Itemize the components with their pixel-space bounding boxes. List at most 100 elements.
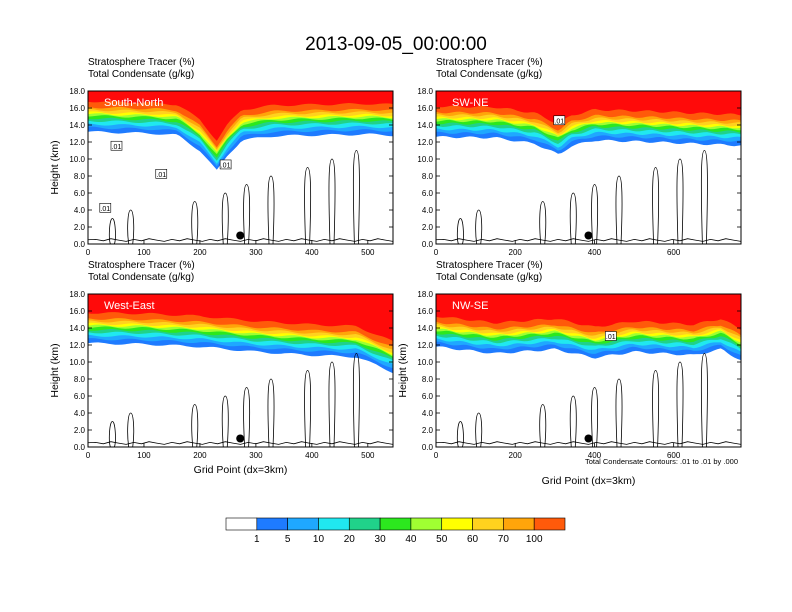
y-axis-label: Height (km) [49,140,61,194]
x-tick-label: 400 [588,451,602,460]
contour-label: .01 [221,162,231,169]
contour-label: .01 [156,172,166,179]
colorbar-label: 70 [498,534,510,545]
condensate-contour [243,387,251,447]
panel-subtitle-1: Stratosphere Tracer (%) [436,260,543,271]
y-tick-label: 18.0 [417,290,433,299]
y-tick-label: 16.0 [417,104,433,113]
contour-label-box [110,140,123,151]
x-axis-label: Grid Point (dx=3km) [542,475,636,487]
y-tick-label: 18.0 [69,290,85,299]
condensate-contour [539,201,547,244]
colorbar-label: 40 [405,534,417,545]
y-tick-label: 0.0 [422,240,434,249]
panel-title: SW-NE [452,97,488,109]
condensate-contour [127,412,135,447]
colorbar-swatch [348,517,381,531]
colorbar: 1 5 10 20 30 40 50 60 70 100 [225,517,566,545]
contour-label: .01 [112,144,122,151]
condensate-contour [304,167,312,244]
x-tick-label: 400 [305,248,319,257]
contour-label-box [604,331,617,341]
y-tick-label: 4.0 [74,409,86,418]
condensate-contour [456,421,464,447]
condensate-contour [591,184,599,244]
colorbar-swatch [379,517,412,531]
condensate-contour [615,378,623,447]
y-tick-label: 16.0 [69,104,85,113]
condensate-contour [700,353,708,447]
x-axis-label: Grid Point (dx=3km) [194,464,288,476]
colorbar-swatch [503,517,535,531]
tracer-field [88,294,393,447]
condensate-contour [652,167,660,244]
tracer-band-11 [436,91,741,124]
contour-label-box [553,115,566,126]
condensate-contour [108,421,116,447]
y-tick-label: 12.0 [417,138,433,147]
condensate-contour [352,353,360,447]
y-tick-label: 14.0 [417,121,433,130]
condensate-contour [243,184,251,244]
x-tick-label: 400 [588,248,602,257]
y-tick-label: 4.0 [422,409,434,418]
panel-title: South-North [104,97,163,109]
tracer-band-10 [88,91,393,148]
surface-contour [436,238,741,242]
contour-label: .01 [606,334,616,341]
panel-subtitle-2: Total Condensate (g/kg) [88,69,194,80]
y-tick-label: 2.0 [74,426,86,435]
tracer-field [88,91,393,244]
colorbar-swatch [318,517,350,531]
condensate-contour [221,395,229,447]
condensate-contour [267,378,275,447]
location-marker [584,434,593,443]
x-tick-label: 100 [137,451,151,460]
condensate-contour [191,404,199,447]
condensate-contour [352,150,360,244]
condensate-contour [569,192,577,244]
colorbar-label: 30 [375,534,387,545]
plot-frame [87,90,394,245]
y-tick-label: 4.0 [74,206,86,215]
condensate-contour [267,175,275,244]
panel-subtitle-1: Stratosphere Tracer (%) [88,57,195,68]
condensate-contour [221,192,229,244]
colorbar-swatch [472,517,504,531]
condensate-contour [539,404,547,447]
tracer-band-11 [88,91,393,141]
panel-0: Stratosphere Tracer (%)Total Condensate … [49,57,394,257]
y-tick-label: 0.0 [422,443,434,452]
y-tick-label: 2.0 [422,223,434,232]
condensate-contour [569,395,577,447]
contour-label-box [219,159,232,170]
x-tick-label: 300 [249,248,263,257]
condensate-contour [304,370,312,447]
figure-title: 2013-09-05_00:00:00 [305,34,487,55]
x-tick-label: 500 [361,248,375,257]
y-tick-label: 8.0 [422,375,434,384]
tracer-band-11 [88,294,393,341]
condensate-contour [700,150,708,244]
colorbar-swatch [225,517,258,531]
condensate-contour [615,175,623,244]
y-tick-label: 16.0 [69,307,85,316]
panel-subtitle-2: Total Condensate (g/kg) [88,272,194,283]
y-axis-label: Height (km) [397,343,409,397]
colorbar-swatch [256,517,288,531]
location-marker [584,231,593,240]
colorbar-swatch [410,517,443,531]
condensate-contour [191,201,199,244]
condensate-contour [127,209,135,244]
colorbar-swatch [441,517,473,531]
x-tick-label: 100 [137,248,151,257]
panel-subtitle-2: Total Condensate (g/kg) [436,69,542,80]
x-tick-label: 200 [193,451,207,460]
y-tick-label: 0.0 [74,443,86,452]
y-tick-label: 16.0 [417,307,433,316]
condensate-contour [475,412,483,447]
x-tick-label: 0 [86,248,91,257]
x-tick-label: 200 [509,248,523,257]
plot-frame [87,293,394,448]
